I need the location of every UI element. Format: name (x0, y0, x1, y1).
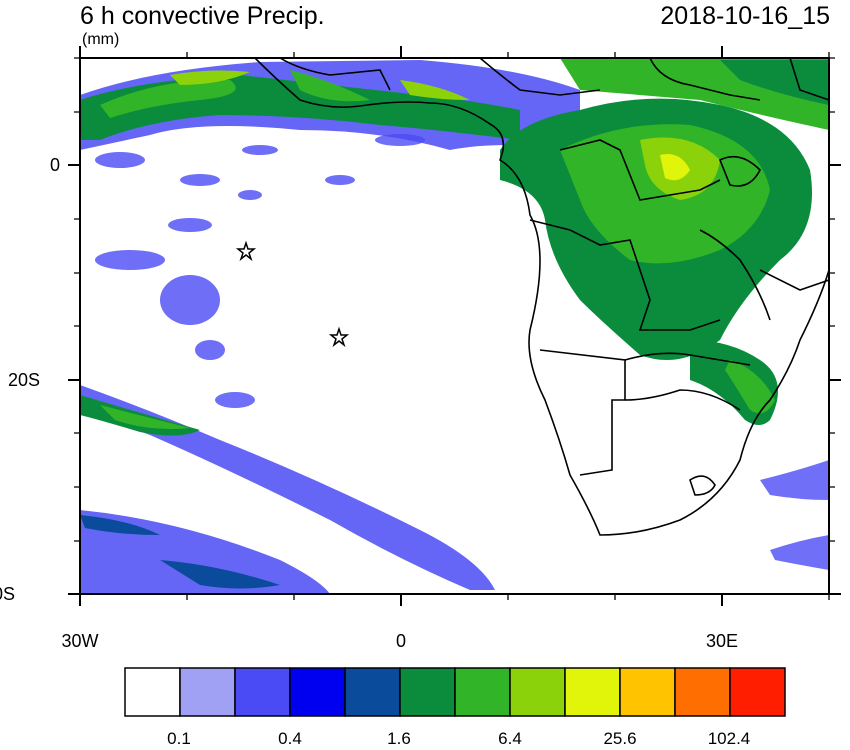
star-marker (328, 326, 350, 348)
y-tick-label: 20S (7, 370, 40, 390)
star-marker (235, 240, 257, 262)
y-tick-label: 40S (0, 584, 15, 604)
station-markers (235, 240, 350, 348)
y-tick-label: 0 (49, 155, 60, 175)
colorbar-label: 6.4 (498, 729, 522, 748)
x-tick-label: 30W (61, 631, 99, 651)
colorbar-label: 0.4 (278, 729, 302, 748)
x-tick-label: 30E (705, 631, 739, 651)
plot-frame (68, 46, 841, 606)
colorbar-box (344, 667, 401, 717)
colorbar-label: 1.6 (387, 729, 411, 748)
colorbar-box (399, 667, 456, 717)
colorbar-box (289, 667, 346, 717)
units-label: (mm) (82, 31, 120, 48)
colorbar-box (619, 667, 676, 717)
colorbar-box (234, 667, 291, 717)
colorbar (124, 667, 786, 717)
map-title: 6 h convective Precip. (80, 2, 325, 30)
colorbar-box (729, 667, 786, 717)
coastlines (254, 58, 829, 536)
colorbar-label: 0.1 (167, 729, 191, 748)
colorbar-box (509, 667, 566, 717)
colorbar-box (179, 667, 236, 717)
colorbar-box (124, 667, 181, 717)
precip-field (80, 58, 829, 594)
datetime-label: 2018-10-16_15 (660, 2, 830, 30)
colorbar-box (454, 667, 511, 717)
colorbar-label: 25.6 (603, 729, 637, 748)
x-tick-label: 0 (395, 631, 406, 651)
colorbar-box (674, 667, 731, 717)
colorbar-box (564, 667, 621, 717)
colorbar-label: 102.4 (707, 729, 751, 748)
